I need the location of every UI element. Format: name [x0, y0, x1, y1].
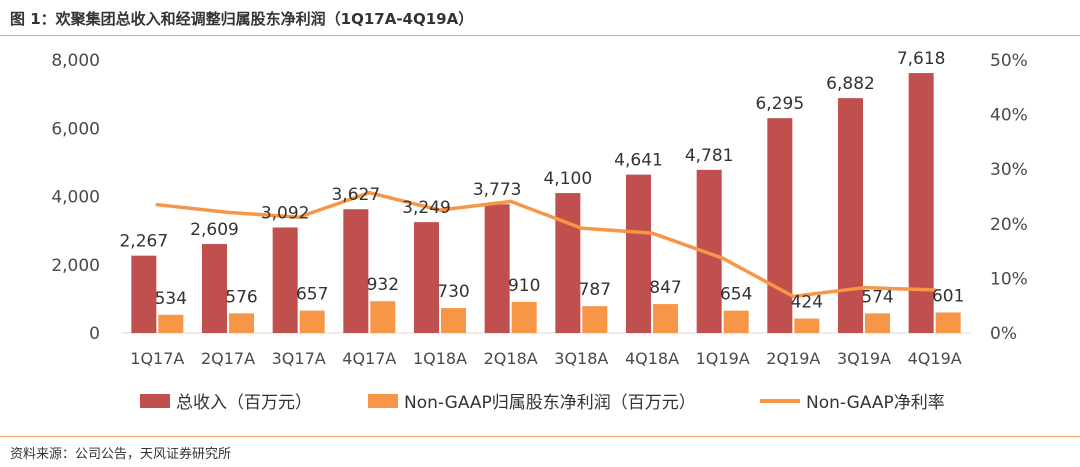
x-axis-tick-label: 3Q19A [837, 349, 891, 368]
profit-bar [865, 313, 890, 333]
revenue-value-label: 4,781 [685, 146, 734, 166]
x-axis-tick-label: 4Q18A [625, 349, 679, 368]
left-axis-tick: 4,000 [51, 188, 100, 208]
profit-bar [299, 310, 325, 333]
x-axis-ticks: 1Q17A 2Q17A 3Q17A 4Q17A 1Q18A 2Q18A 3Q18A 4Q18A… [130, 349, 961, 368]
profit-bar [229, 313, 254, 333]
profit-bar [511, 301, 537, 333]
revenue-bar [343, 209, 369, 333]
profit-value-label: 730 [437, 282, 469, 302]
revenue-bar [272, 227, 298, 333]
profit-value-label: 910 [508, 276, 540, 296]
revenue-value-label: 3,249 [402, 198, 451, 218]
profit-bar [441, 308, 466, 333]
revenue-bar [414, 222, 439, 333]
profit-bar [935, 312, 961, 333]
profit-value-label: 534 [155, 289, 187, 309]
revenue-value-label: 6,295 [755, 94, 804, 114]
legend-label-margin: Non-GAAP净利率 [806, 393, 945, 413]
revenue-bar [838, 98, 863, 333]
revenue-value-label: 3,773 [473, 180, 522, 200]
profit-bar [794, 318, 820, 333]
right-axis-tick: 0% [990, 324, 1017, 344]
profit-value-label: 576 [225, 287, 257, 307]
top-divider [0, 35, 1080, 36]
figure-title: 图 1：欢聚集团总收入和经调整归属股东净利润（1Q17A-4Q19A） [10, 10, 474, 28]
profit-value-label: 787 [579, 280, 611, 300]
x-axis-tick-label: 4Q19A [908, 349, 962, 368]
profit-value-label: 657 [296, 285, 328, 305]
revenue-value-label: 2,609 [190, 220, 239, 240]
revenue-bar [626, 174, 651, 333]
profit-value-label: 932 [367, 275, 399, 295]
x-axis-tick-label: 4Q17A [342, 349, 396, 368]
right-axis-tick: 10% [990, 269, 1028, 289]
margin-line-layer [155, 190, 937, 299]
value-labels: 2,267 534 2,609 576 3,092 657 3,627 932 3,249 730… [119, 49, 964, 312]
legend-label-revenue: 总收入（百万元） [176, 393, 312, 413]
x-axis-tick-label: 1Q17A [130, 349, 184, 368]
profit-value-label: 601 [932, 286, 964, 306]
left-axis-tick: 6,000 [51, 119, 100, 139]
profit-bar [723, 310, 749, 333]
revenue-value-label: 7,618 [897, 49, 946, 69]
x-axis-tick-label: 2Q18A [484, 349, 538, 368]
revenue-value-label: 6,882 [826, 74, 875, 94]
right-axis-tick: 50% [990, 51, 1028, 71]
legend-swatch-profit [368, 394, 398, 408]
revenue-bar [555, 193, 581, 333]
revenue-bar [484, 204, 510, 333]
revenue-bar [202, 243, 227, 333]
legend-label-profit: Non-GAAP归属股东净利润（百万元） [404, 393, 696, 413]
x-axis-tick-label: 2Q19A [766, 349, 820, 368]
x-axis-tick-label: 3Q17A [272, 349, 326, 368]
left-y-axis: 0 2,000 4,000 6,000 8,000 [51, 51, 100, 344]
revenue-value-label: 2,267 [119, 232, 168, 252]
x-axis-tick-label: 1Q19A [696, 349, 750, 368]
x-axis-tick-label: 2Q17A [201, 349, 255, 368]
profit-bar [158, 314, 184, 333]
revenue-value-label: 4,100 [543, 169, 592, 189]
bottom-divider [0, 436, 1080, 437]
x-axis-tick-label: 3Q18A [554, 349, 608, 368]
profit-bar [582, 306, 608, 333]
profit-value-label: 654 [720, 285, 752, 305]
right-axis-tick: 40% [990, 106, 1028, 126]
profit-value-label: 574 [861, 287, 893, 307]
left-axis-tick: 0 [89, 324, 100, 344]
profit-bar [370, 301, 396, 333]
right-axis-tick: 20% [990, 215, 1028, 235]
source-note: 资料来源：公司公告，天风证券研究所 [10, 447, 232, 462]
profit-value-label: 424 [791, 293, 823, 313]
revenue-bar [131, 255, 157, 333]
profit-bar [653, 304, 678, 333]
profit-value-label: 847 [649, 278, 681, 298]
right-axis-tick: 30% [990, 160, 1028, 180]
left-axis-tick: 8,000 [51, 51, 100, 71]
legend: 总收入（百万元） Non-GAAP归属股东净利润（百万元） Non-GAAP净利… [140, 393, 945, 413]
revenue-bar [908, 73, 934, 333]
revenue-value-label: 3,627 [331, 185, 380, 205]
left-axis-tick: 2,000 [51, 256, 100, 276]
x-axis-tick-label: 1Q18A [413, 349, 467, 368]
revenue-value-label: 3,092 [261, 203, 310, 223]
right-y-axis: 0% 10% 20% 30% 40% 50% [990, 51, 1028, 344]
revenue-bar [767, 118, 793, 333]
legend-swatch-revenue [140, 394, 170, 408]
margin-line [155, 190, 937, 299]
revenue-value-label: 4,641 [614, 151, 663, 171]
